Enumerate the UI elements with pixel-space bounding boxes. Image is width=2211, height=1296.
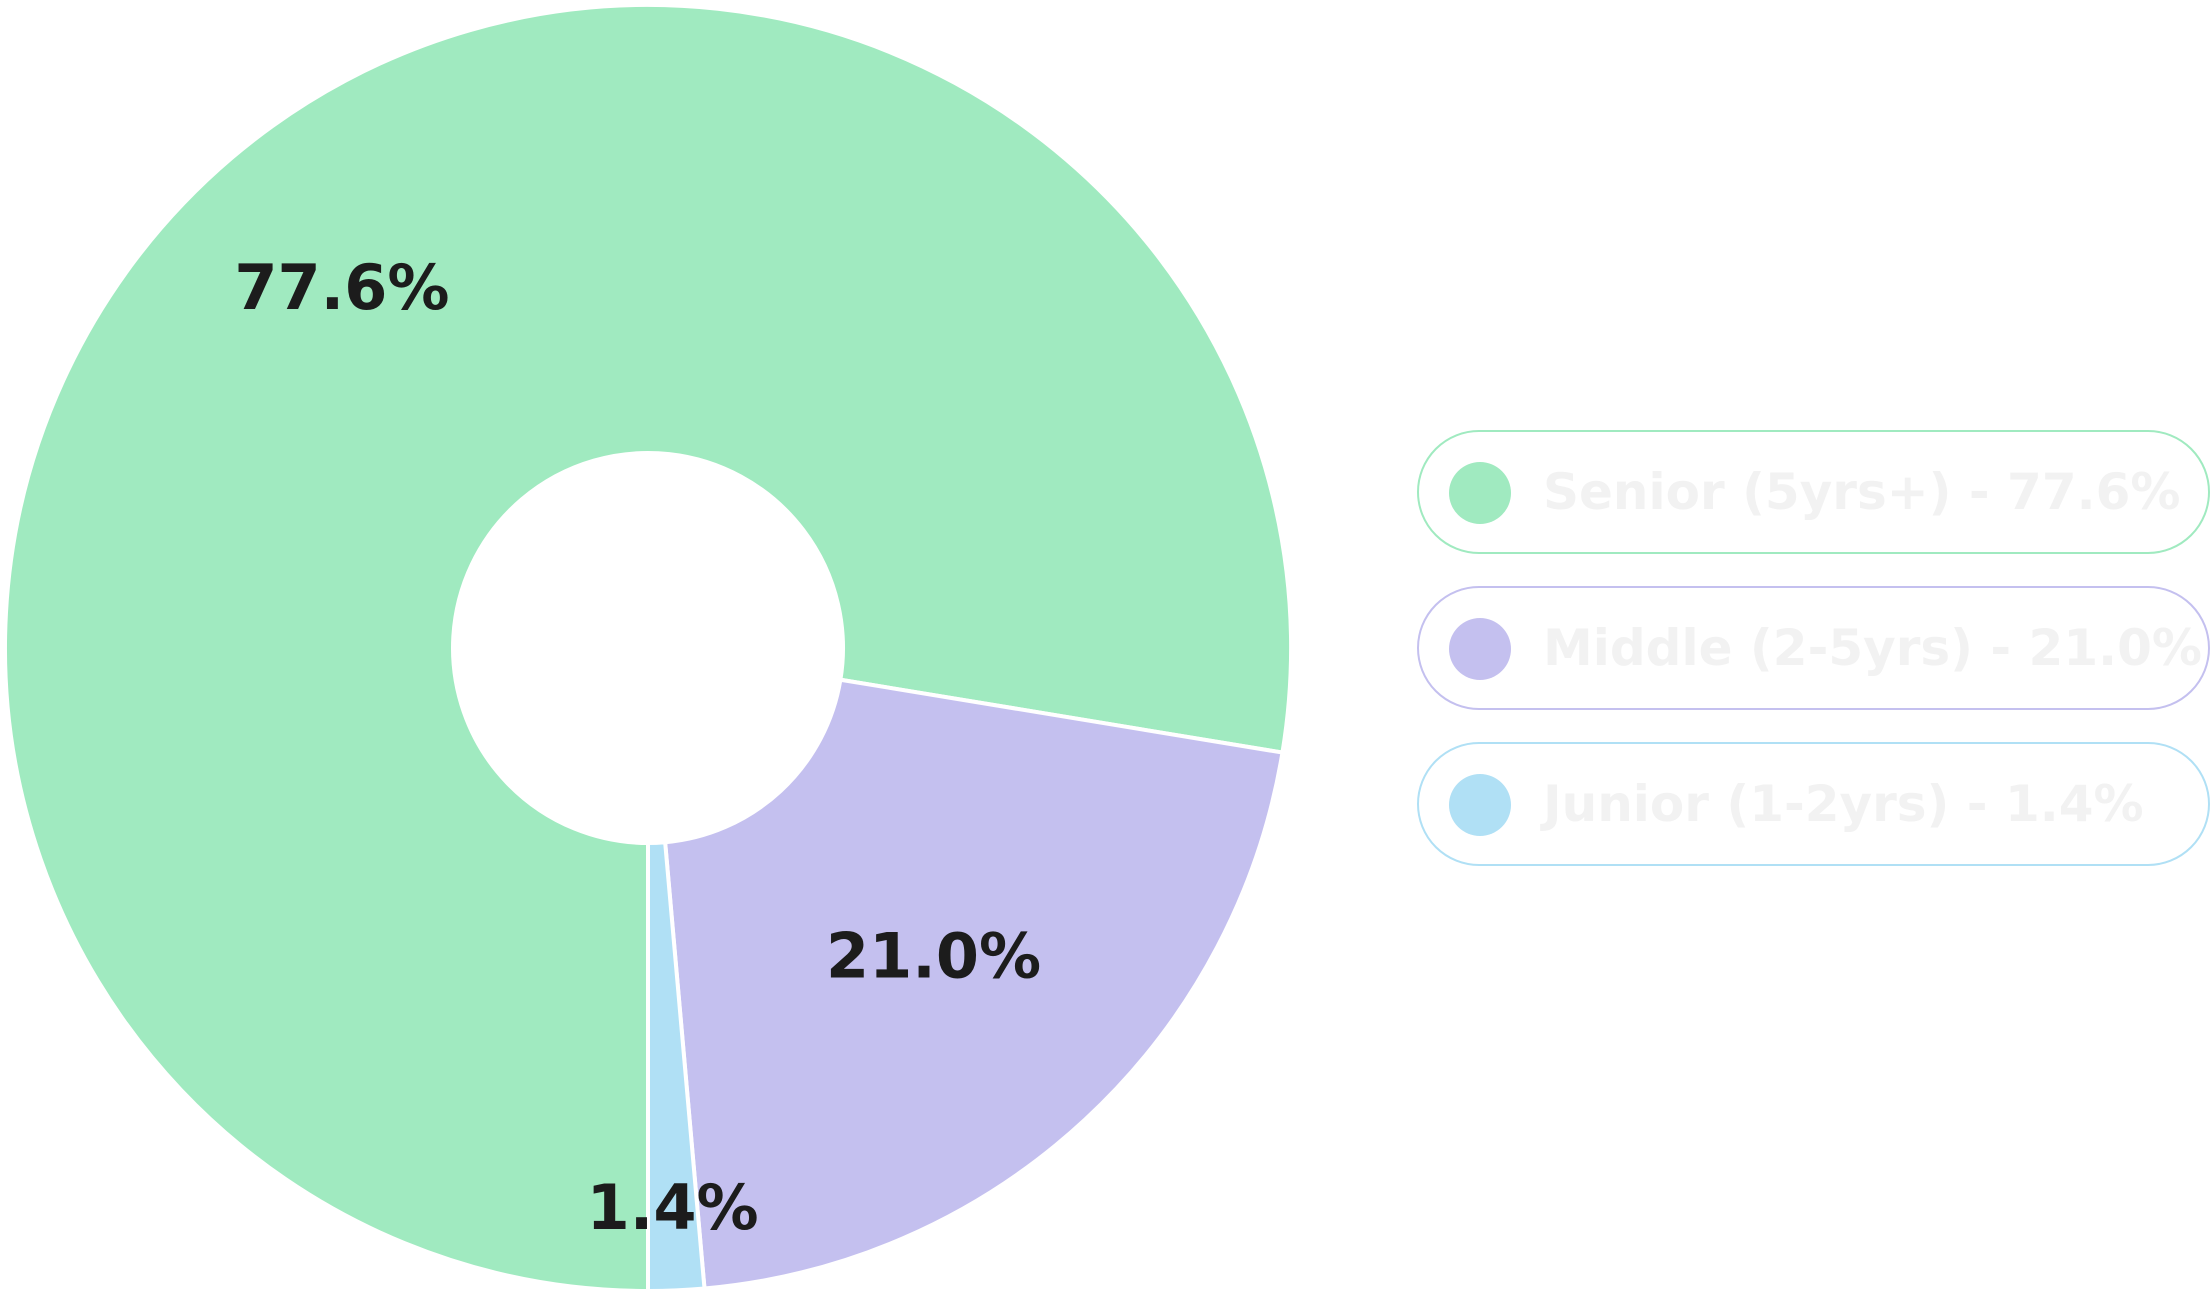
slice-senior [3, 3, 1294, 1294]
legend-swatch-middle [1449, 618, 1511, 680]
legend-item-middle: Middle (2-5yrs) - 21.0% [1417, 586, 2210, 710]
legend-item-senior: Senior (5yrs+) - 77.6% [1417, 430, 2210, 554]
legend-swatch-senior [1449, 462, 1511, 524]
slice-label-senior: 77.6% [234, 251, 449, 324]
donut-chart: 77.6% 21.0% 1.4% [3, 3, 1294, 1294]
slice-label-junior: 1.4% [587, 1171, 759, 1244]
donut-chart-svg: 77.6% 21.0% 1.4% [3, 3, 1294, 1294]
chart-legend: Senior (5yrs+) - 77.6% Middle (2-5yrs) -… [1417, 430, 2210, 898]
legend-item-junior: Junior (1-2yrs) - 1.4% [1417, 742, 2210, 866]
legend-label-junior: Junior (1-2yrs) - 1.4% [1543, 775, 2144, 833]
slice-label-middle: 21.0% [826, 919, 1041, 992]
slice-junior [646, 840, 707, 1294]
slice-middle [662, 677, 1285, 1291]
legend-label-senior: Senior (5yrs+) - 77.6% [1543, 463, 2181, 521]
legend-swatch-junior [1449, 774, 1511, 836]
legend-label-middle: Middle (2-5yrs) - 21.0% [1543, 619, 2203, 677]
